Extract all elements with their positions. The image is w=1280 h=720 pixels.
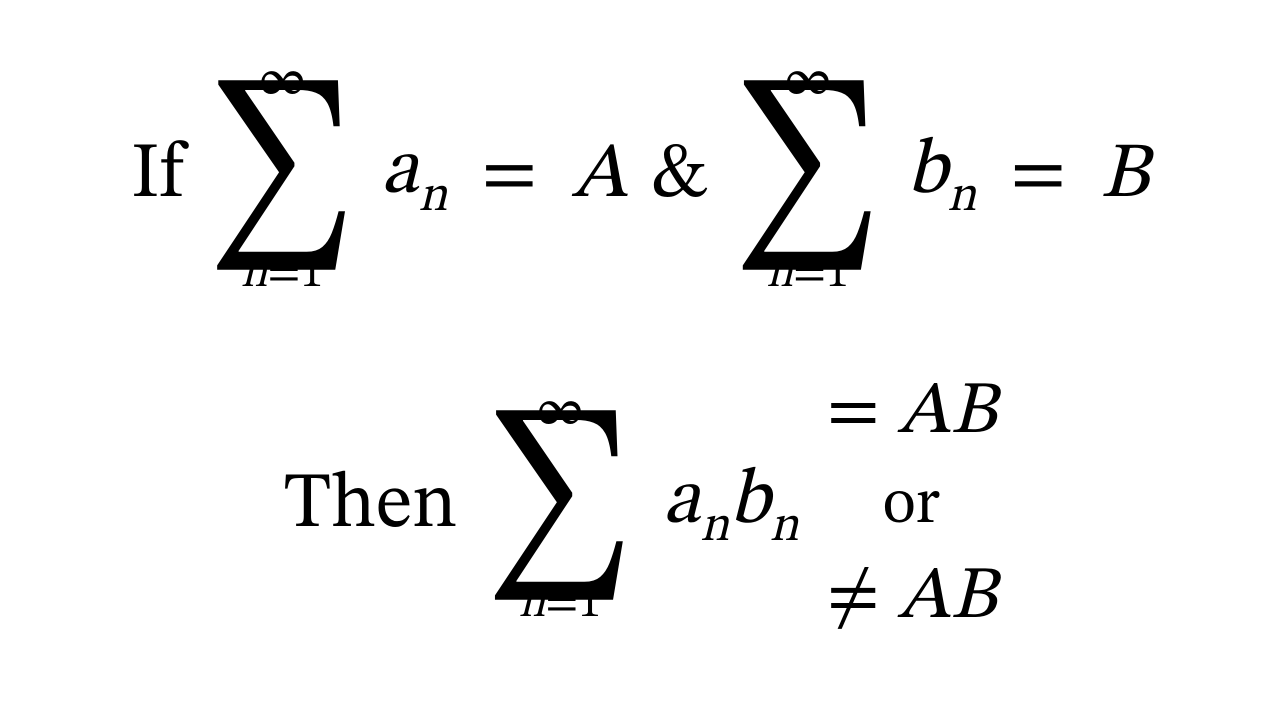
equals-icon: =: [481, 127, 537, 225]
result-B: B: [950, 561, 996, 635]
term-an-base: a: [381, 133, 418, 211]
term-b-base: b: [729, 463, 770, 541]
math-slide: If ∞ ∑ n=1 an = A & ∞ ∑ n=1 bn = B: [0, 0, 1280, 720]
conclusion-line: Then ∞ ∑ n=1 anbn = AB or ≠ AB: [40, 367, 1240, 645]
term-an: an: [381, 123, 447, 229]
word-if: If: [131, 127, 183, 225]
ampersand: &: [651, 127, 708, 225]
sigma-icon: ∑: [207, 94, 357, 260]
result-B: B: [950, 376, 996, 450]
sigma-icon: ∑: [485, 424, 635, 590]
result-eq-AB: = AB: [827, 367, 997, 460]
term-an-sub: n: [418, 172, 447, 222]
sum-bn: ∞ ∑ n=1: [733, 55, 883, 297]
equals-icon: =: [827, 376, 880, 450]
sum-anbn: ∞ ∑ n=1: [485, 385, 635, 627]
result-A: A: [897, 376, 950, 450]
term-bn: bn: [907, 123, 977, 229]
word-or: or: [883, 466, 940, 546]
result-neq-AB: ≠ AB: [827, 552, 997, 645]
term-b-sub: n: [770, 502, 799, 552]
term-a-sub: n: [700, 502, 729, 552]
word-then: Then: [284, 457, 457, 555]
sigma-icon: ∑: [733, 94, 883, 260]
sum-an: ∞ ∑ n=1: [207, 55, 357, 297]
space: [880, 561, 897, 635]
space: [880, 376, 897, 450]
not-equals-icon: ≠: [827, 561, 880, 635]
result-A: A: [897, 561, 950, 635]
term-bn-base: b: [907, 133, 948, 211]
term-bn-sub: n: [947, 172, 976, 222]
hypothesis-line: If ∞ ∑ n=1 an = A & ∞ ∑ n=1 bn = B: [40, 55, 1240, 297]
equals-icon: =: [1010, 127, 1066, 225]
term-anbn: anbn: [663, 453, 799, 559]
value-B: B: [1100, 127, 1148, 225]
term-a-base: a: [663, 463, 700, 541]
value-A: A: [571, 127, 627, 225]
result-column: = AB or ≠ AB: [827, 367, 997, 645]
